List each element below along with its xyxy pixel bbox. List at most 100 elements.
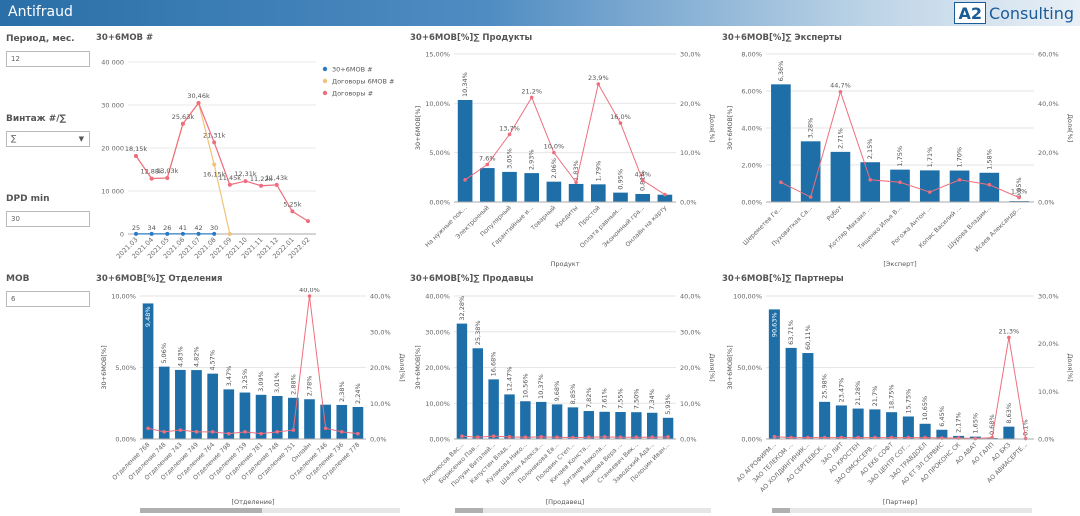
share-point <box>475 435 480 440</box>
share-point <box>194 430 199 434</box>
bar <box>886 412 898 439</box>
bar <box>320 404 331 439</box>
dpd-input[interactable]: 30 <box>6 211 90 227</box>
bar <box>890 169 910 202</box>
bar <box>255 394 267 439</box>
bar-label: 21,7% <box>871 386 879 407</box>
share-point <box>507 132 512 137</box>
bar-label: 3,09% <box>257 371 265 392</box>
share-point <box>618 121 623 125</box>
series-point <box>165 231 170 236</box>
mob-label: MOB <box>6 274 30 284</box>
x-tick-label: Онлайн на карту <box>624 204 669 249</box>
period-label: Период, мес. <box>6 34 75 44</box>
bar <box>191 370 202 439</box>
branches-scrollbar[interactable] <box>140 508 400 513</box>
branches-bar-chart[interactable]: 0,00% 5,00% 10,00% 0,0% 10,0% 20,0% 30,0% 40,0%… <box>96 288 406 506</box>
share-point <box>839 435 844 440</box>
bar <box>488 379 499 439</box>
bar-label: 25,38% <box>474 320 482 345</box>
data-label: 41 <box>179 224 187 232</box>
series-point <box>227 232 232 236</box>
data-label: 26 <box>163 224 171 232</box>
sellers-bar-chart[interactable]: 0,00% 10,00% 20,00% 30,00% 40,00% 0,0% 10,0% 20… <box>410 288 716 507</box>
y-tick-label: 5,00% <box>115 364 136 372</box>
bar-label: 3,28% <box>807 118 815 139</box>
y-tick-label: 8,00% <box>741 51 762 59</box>
share-point <box>927 190 932 194</box>
y-tick-label: 40,00% <box>425 293 450 301</box>
y2-axis-title: Доля[%] <box>708 353 716 381</box>
partners-scrollbar[interactable] <box>772 508 1032 513</box>
x-tick-label: Кредиты <box>554 204 579 229</box>
bar <box>207 373 218 439</box>
bar <box>502 171 517 202</box>
share-point <box>906 435 911 440</box>
period-input[interactable]: 12 <box>6 51 90 67</box>
sellers-scrollbar-thumb[interactable] <box>455 508 483 513</box>
bar-label: 7,50% <box>632 389 640 410</box>
bar-label: 2,71% <box>836 128 844 149</box>
partners-scrollbar-thumb[interactable] <box>772 508 790 513</box>
y-tick-label: 0,00% <box>429 199 450 207</box>
vintage-select[interactable]: ∑ ▼ <box>6 131 90 147</box>
bar <box>535 401 547 439</box>
sellers-scrollbar[interactable] <box>455 508 711 513</box>
bar <box>919 170 940 202</box>
x-axis-title: [Отделение] <box>231 498 274 506</box>
y-tick-label: 100,00% <box>733 293 762 301</box>
data-label: 30 <box>210 224 218 232</box>
y2-tick-label: 30,0% <box>370 328 391 336</box>
data-label: 12,88k <box>140 168 163 176</box>
series-point <box>243 179 248 184</box>
share-point <box>491 434 496 438</box>
bar <box>271 395 283 439</box>
data-label: 18,15k <box>125 145 148 153</box>
bar-label: 1,75% <box>896 146 904 167</box>
branches-scrollbar-thumb[interactable] <box>140 508 262 513</box>
share-point <box>146 426 150 431</box>
data-label: 25 <box>132 224 140 232</box>
x-tick-label: Экономный гра... <box>601 204 646 249</box>
bar <box>615 412 626 439</box>
y2-tick-label: 0,0% <box>370 436 387 444</box>
y2-tick-label: 10,0% <box>680 149 701 157</box>
bar <box>800 141 821 202</box>
share-label: 21,2% <box>521 87 542 95</box>
share-label: 16,0% <box>610 113 631 121</box>
series-point <box>306 219 310 224</box>
share-point <box>178 428 183 432</box>
chart-title-branches: 30+6MOB[%]∑ Отделения <box>96 274 223 284</box>
data-label: 21,31k <box>203 131 226 139</box>
y2-tick-label: 20,0% <box>1038 149 1059 157</box>
bar-label: 1,83% <box>572 160 580 181</box>
series-point <box>180 121 185 126</box>
series-point <box>165 175 170 180</box>
y-tick-label: 0,00% <box>741 199 762 207</box>
share-line <box>461 435 669 439</box>
bar-label: 7,34% <box>648 389 656 410</box>
logo-a2: A2 <box>954 2 986 24</box>
bar-label: 7,82% <box>585 387 593 408</box>
mob-input[interactable]: 6 <box>6 291 90 307</box>
bar-label: 4,83% <box>176 346 184 367</box>
y-tick-label: 10,00% <box>425 100 450 108</box>
share-point <box>898 180 902 185</box>
share-point <box>574 180 578 185</box>
bar <box>546 181 562 202</box>
experts-bar-chart[interactable]: 0,00% 2,00% 4,00% 6,00% 8,00% 0,0% 20,0% 40,0% 6… <box>722 46 1074 269</box>
share-point <box>243 430 247 434</box>
bar <box>1003 426 1015 439</box>
legend-label: Договоры 6MOB # <box>332 78 394 86</box>
x-tick-label: Оплата равным... <box>579 204 624 249</box>
share-point <box>772 434 777 439</box>
bar-label: 3,47% <box>225 366 233 387</box>
products-bar-chart[interactable]: 0,00% 5,00% 10,00% 15,00% 0,0% 10,0% 20,0% 30,0… <box>410 46 716 269</box>
partners-bar-chart[interactable]: 0,00% 50,00% 100,00% 0,0% 10,0% 20,0% 30,0% 30+… <box>722 288 1074 507</box>
share-point <box>889 435 894 440</box>
bar <box>613 192 628 202</box>
data-label: 11,22k <box>250 175 273 183</box>
share-point <box>463 178 467 182</box>
bar-label: 9,48% <box>144 306 152 327</box>
